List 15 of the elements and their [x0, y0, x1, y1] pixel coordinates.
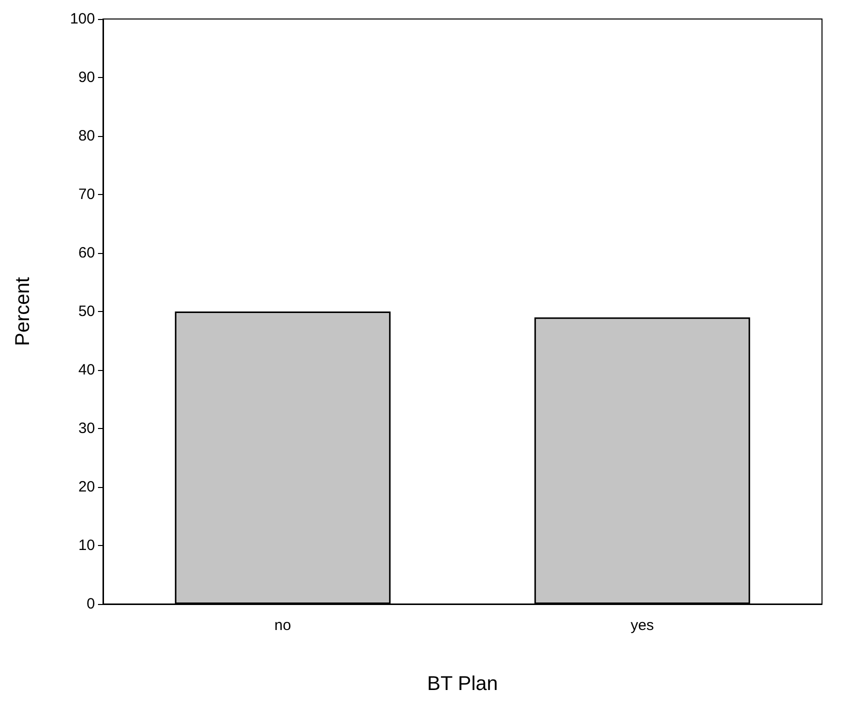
- y-tick-label: 30: [78, 420, 95, 437]
- x-tick-label: yes: [630, 617, 654, 634]
- y-tick-label: 60: [78, 244, 95, 262]
- y-tick-label: 10: [78, 537, 95, 554]
- y-tick-label: 40: [78, 362, 95, 378]
- y-tick-label: 80: [78, 128, 95, 144]
- y-tick-label: 90: [78, 69, 95, 86]
- y-tick-label: 70: [78, 186, 95, 203]
- x-axis-title: BT Plan: [427, 673, 498, 695]
- y-tick-label: 50: [78, 303, 95, 320]
- y-tick-label: 20: [78, 478, 95, 496]
- y-tick-label: 0: [86, 596, 95, 612]
- y-axis-title: Percent: [12, 276, 34, 346]
- y-tick-label: 100: [70, 10, 95, 28]
- x-tick-label: no: [274, 617, 292, 634]
